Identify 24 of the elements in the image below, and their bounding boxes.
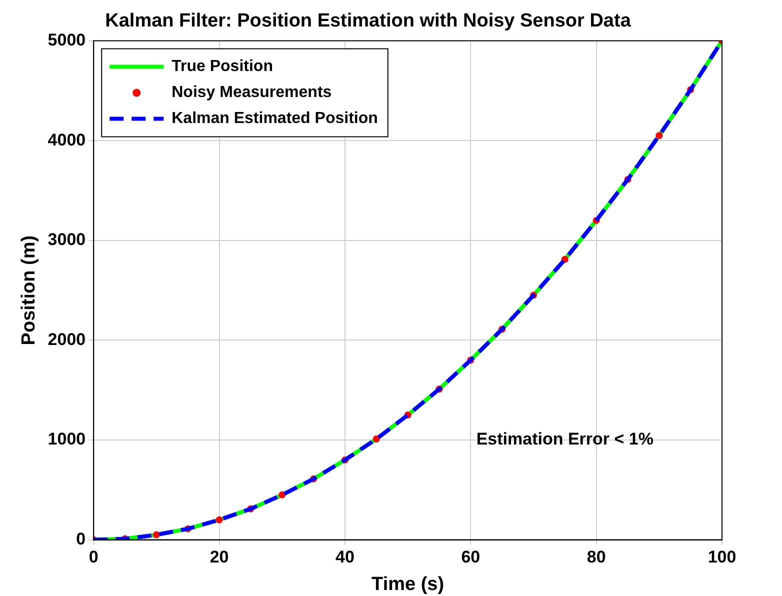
x-tick-label: 40 [336, 548, 354, 567]
point [278, 491, 286, 498]
x-tick-label: 60 [461, 548, 480, 567]
x-tick-label: 20 [210, 548, 229, 567]
x-axis-title: Time (s) [372, 574, 444, 595]
x-tick-label: 100 [708, 548, 736, 567]
legend-label: Kalman Estimated Position [172, 110, 378, 128]
y-tick-label: 3000 [48, 230, 86, 250]
annotation: Estimation Error < 1% [476, 430, 654, 449]
x-tick-label: 0 [88, 548, 98, 567]
point [372, 436, 380, 442]
y-tick-label: 5000 [48, 30, 86, 50]
y-tick-label: 1000 [48, 430, 86, 449]
chart-title: Kalman Filter: Position Estimation with Noisy Sensor Data [105, 10, 632, 32]
x-tick-label: 80 [586, 548, 606, 567]
legend-label: True Position [172, 58, 273, 76]
point [656, 132, 663, 140]
y-tick-label: 0 [76, 529, 86, 548]
legend-label: Noisy Measurements [172, 84, 332, 102]
y-axis-title: Position (m) [18, 235, 40, 346]
y-tick-label: 2000 [48, 330, 86, 349]
point [216, 516, 223, 524]
point [152, 531, 160, 538]
y-tick-label: 4000 [48, 130, 86, 150]
